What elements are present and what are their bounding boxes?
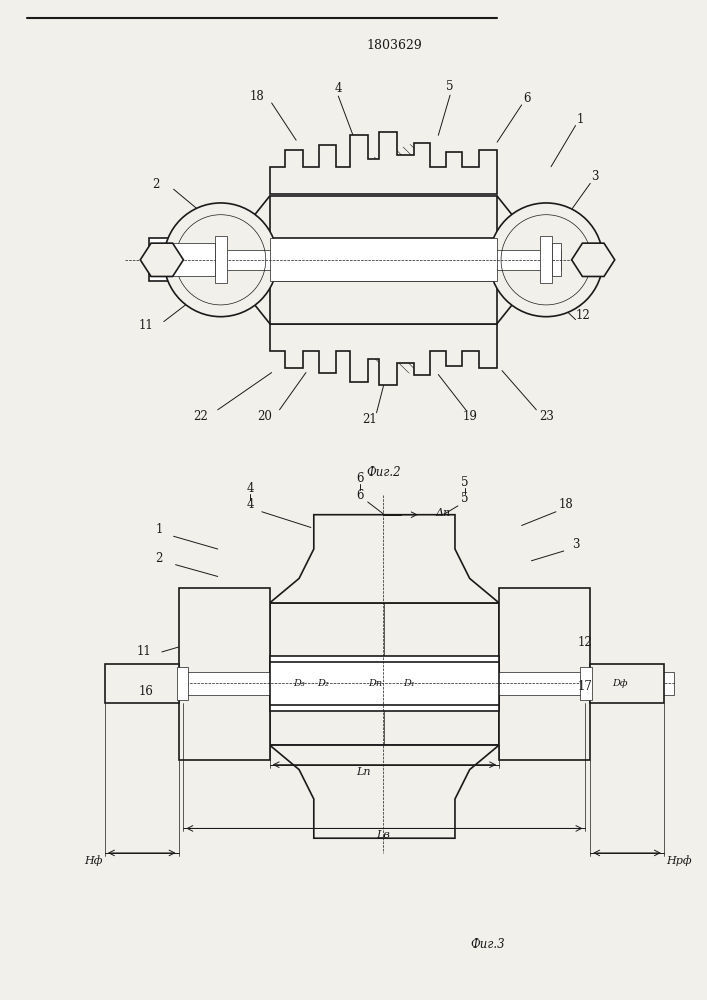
Text: 6: 6 — [356, 489, 363, 502]
Polygon shape — [269, 745, 499, 838]
Text: 22: 22 — [194, 410, 209, 423]
Circle shape — [164, 203, 278, 317]
Text: Фиг.2: Фиг.2 — [366, 466, 401, 479]
Text: 20: 20 — [257, 410, 272, 423]
Polygon shape — [269, 656, 499, 711]
Text: 5: 5 — [461, 492, 469, 505]
Text: 16: 16 — [139, 685, 153, 698]
Polygon shape — [269, 515, 499, 603]
Polygon shape — [540, 236, 552, 283]
Polygon shape — [149, 238, 561, 281]
Polygon shape — [572, 243, 615, 276]
Text: 5: 5 — [446, 80, 454, 93]
Circle shape — [489, 203, 603, 317]
Text: 18: 18 — [250, 90, 264, 103]
Text: 4: 4 — [246, 482, 254, 495]
Text: 6: 6 — [522, 92, 530, 105]
Text: Нрф: Нрф — [666, 855, 691, 866]
Text: 12: 12 — [578, 636, 592, 649]
Polygon shape — [269, 603, 499, 745]
Polygon shape — [269, 196, 497, 324]
Polygon shape — [269, 324, 497, 385]
Polygon shape — [499, 588, 590, 760]
Text: Фиг.3: Фиг.3 — [470, 938, 505, 951]
Text: 2: 2 — [152, 178, 160, 191]
Text: 21: 21 — [362, 413, 377, 426]
Polygon shape — [552, 243, 561, 276]
Polygon shape — [105, 664, 178, 703]
Polygon shape — [105, 672, 674, 695]
Text: 23: 23 — [539, 410, 554, 423]
Text: 18: 18 — [559, 498, 573, 511]
Text: 6: 6 — [356, 472, 363, 485]
Text: 1: 1 — [577, 113, 584, 126]
Text: 2: 2 — [156, 552, 163, 565]
Text: 11: 11 — [139, 319, 153, 332]
Text: D₃: D₃ — [293, 679, 305, 688]
Text: D₁: D₁ — [403, 679, 415, 688]
Polygon shape — [590, 664, 664, 703]
Text: Δп: Δп — [436, 508, 450, 518]
Text: Нф: Нф — [85, 855, 103, 866]
Text: 12: 12 — [576, 309, 591, 322]
Polygon shape — [177, 667, 188, 700]
Polygon shape — [269, 238, 497, 281]
Text: 4: 4 — [334, 82, 342, 95]
Polygon shape — [149, 250, 561, 270]
Polygon shape — [178, 588, 269, 760]
Text: 5: 5 — [461, 476, 469, 489]
Text: 1803629: 1803629 — [366, 39, 422, 52]
Text: Lп: Lп — [356, 767, 371, 777]
Polygon shape — [580, 667, 592, 700]
Text: Lв: Lв — [376, 830, 390, 840]
Polygon shape — [269, 662, 499, 705]
Text: Dп: Dп — [368, 679, 382, 688]
Polygon shape — [149, 243, 215, 276]
Text: 17: 17 — [578, 680, 592, 693]
Text: 3: 3 — [572, 538, 579, 551]
Text: 1: 1 — [156, 523, 163, 536]
Polygon shape — [215, 236, 226, 283]
Text: Dф: Dф — [612, 679, 627, 688]
Text: 11: 11 — [137, 645, 151, 658]
Polygon shape — [269, 132, 497, 194]
Text: 4: 4 — [246, 498, 254, 511]
Text: 3: 3 — [592, 170, 599, 183]
Text: 19: 19 — [462, 410, 477, 423]
Text: D₂: D₂ — [317, 679, 329, 688]
Polygon shape — [140, 243, 183, 276]
